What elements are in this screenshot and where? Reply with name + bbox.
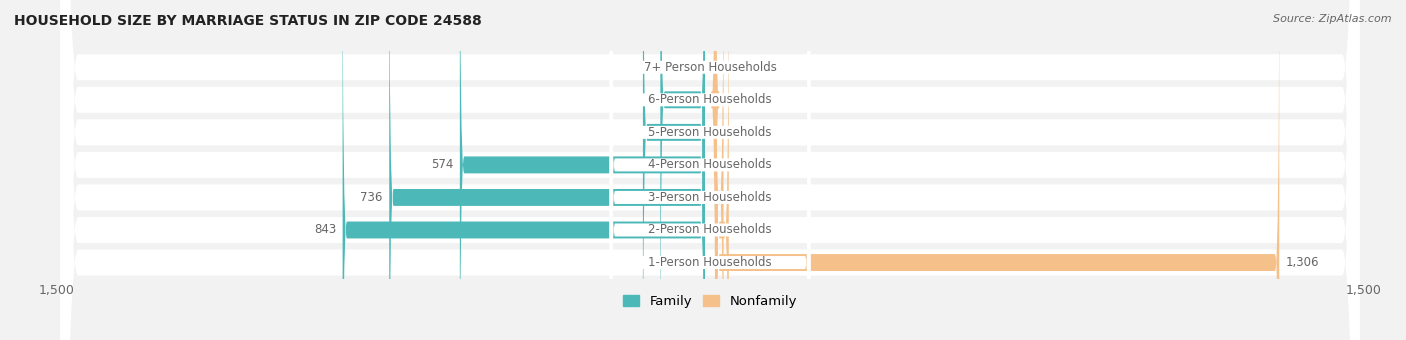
Text: 31: 31 — [730, 191, 745, 204]
Text: 2-Person Households: 2-Person Households — [648, 223, 772, 237]
FancyBboxPatch shape — [460, 0, 704, 340]
Text: Source: ZipAtlas.com: Source: ZipAtlas.com — [1274, 14, 1392, 23]
FancyBboxPatch shape — [610, 0, 810, 340]
FancyBboxPatch shape — [610, 0, 810, 340]
Text: 5-Person Households: 5-Person Households — [648, 126, 772, 139]
FancyBboxPatch shape — [60, 0, 1360, 340]
FancyBboxPatch shape — [60, 0, 1360, 340]
FancyBboxPatch shape — [60, 0, 1360, 340]
Text: 43: 43 — [735, 223, 751, 237]
FancyBboxPatch shape — [60, 0, 1360, 340]
FancyBboxPatch shape — [661, 0, 704, 340]
Text: 114: 114 — [631, 93, 654, 106]
FancyBboxPatch shape — [60, 0, 1360, 340]
Text: 1,306: 1,306 — [1286, 256, 1319, 269]
Text: 1-Person Households: 1-Person Households — [648, 256, 772, 269]
FancyBboxPatch shape — [716, 0, 724, 340]
FancyBboxPatch shape — [610, 0, 810, 340]
Text: 154: 154 — [614, 126, 637, 139]
Text: 7+ Person Households: 7+ Person Households — [644, 61, 776, 74]
Text: 4-Person Households: 4-Person Households — [648, 158, 772, 171]
FancyBboxPatch shape — [389, 0, 704, 340]
Text: 0: 0 — [721, 126, 730, 139]
FancyBboxPatch shape — [711, 0, 720, 340]
Text: 0: 0 — [721, 61, 730, 74]
Text: 6-Person Households: 6-Person Households — [648, 93, 772, 106]
FancyBboxPatch shape — [60, 0, 1360, 340]
FancyBboxPatch shape — [60, 0, 1360, 340]
Text: 0: 0 — [690, 61, 699, 74]
Text: 574: 574 — [430, 158, 453, 171]
Text: 0: 0 — [721, 158, 730, 171]
FancyBboxPatch shape — [610, 0, 810, 340]
FancyBboxPatch shape — [610, 0, 810, 340]
FancyBboxPatch shape — [716, 0, 1279, 340]
Text: HOUSEHOLD SIZE BY MARRIAGE STATUS IN ZIP CODE 24588: HOUSEHOLD SIZE BY MARRIAGE STATUS IN ZIP… — [14, 14, 482, 28]
Text: 843: 843 — [314, 223, 336, 237]
FancyBboxPatch shape — [610, 0, 810, 340]
Text: 736: 736 — [360, 191, 382, 204]
Legend: Family, Nonfamily: Family, Nonfamily — [619, 290, 801, 313]
Text: 12: 12 — [721, 93, 737, 106]
Text: 3-Person Households: 3-Person Households — [648, 191, 772, 204]
Text: 0: 0 — [690, 256, 699, 269]
FancyBboxPatch shape — [610, 0, 810, 340]
FancyBboxPatch shape — [716, 0, 728, 340]
FancyBboxPatch shape — [343, 0, 704, 340]
FancyBboxPatch shape — [643, 0, 704, 340]
